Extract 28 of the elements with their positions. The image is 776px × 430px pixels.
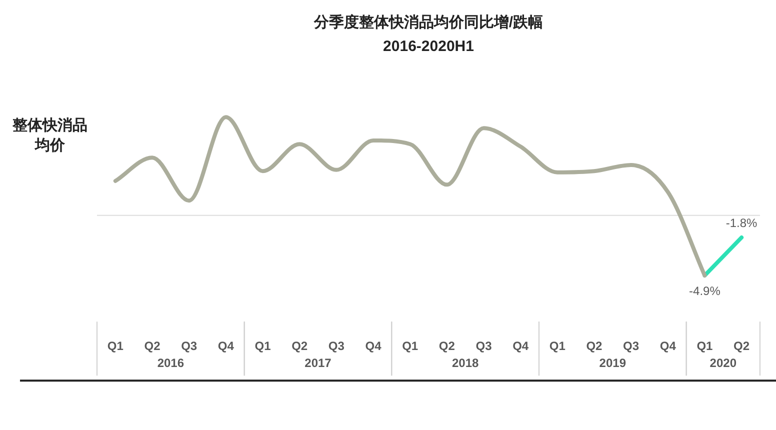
x-tick-label: Q1 xyxy=(107,339,124,354)
x-tick-label: Q2 xyxy=(144,339,161,354)
x-tick-label: Q2 xyxy=(438,339,456,354)
text: 2019 xyxy=(599,356,626,370)
x-tick-label: Q4 xyxy=(512,339,529,354)
x-tick-label: Q1 xyxy=(402,339,418,354)
x-tick-label: Q3 xyxy=(623,339,640,354)
data-label: -4.9% xyxy=(689,284,721,298)
x-tick-label: Q3 xyxy=(328,339,345,354)
x-tick-label: Q1 xyxy=(254,339,272,354)
x-tick-label: Q4 xyxy=(365,339,382,354)
x-tick-label: Q2 xyxy=(586,339,603,354)
y-axis-title: 整体快消品均价 xyxy=(12,117,88,154)
x-tick-label: Q4 xyxy=(660,339,676,354)
x-tick-label: Q3 xyxy=(181,339,198,354)
text: 2020 xyxy=(710,356,737,370)
chart-title: 分季度整体快消品均价同比增/跌幅 xyxy=(312,13,544,32)
x-tick-label: Q2 xyxy=(734,339,750,354)
x-tick-label: Q3 xyxy=(476,339,492,354)
data-label: -1.8% xyxy=(726,216,758,230)
chart-subtitle: 2016-2020H1 xyxy=(383,38,474,56)
text: 2016 xyxy=(157,356,184,370)
x-tick-label: Q4 xyxy=(218,339,234,354)
x-tick-label: Q1 xyxy=(696,339,714,354)
x-tick-label: Q1 xyxy=(549,339,566,354)
text: 2017 xyxy=(304,356,332,370)
text: 2018 xyxy=(452,356,479,370)
x-tick-label: Q2 xyxy=(292,339,308,354)
